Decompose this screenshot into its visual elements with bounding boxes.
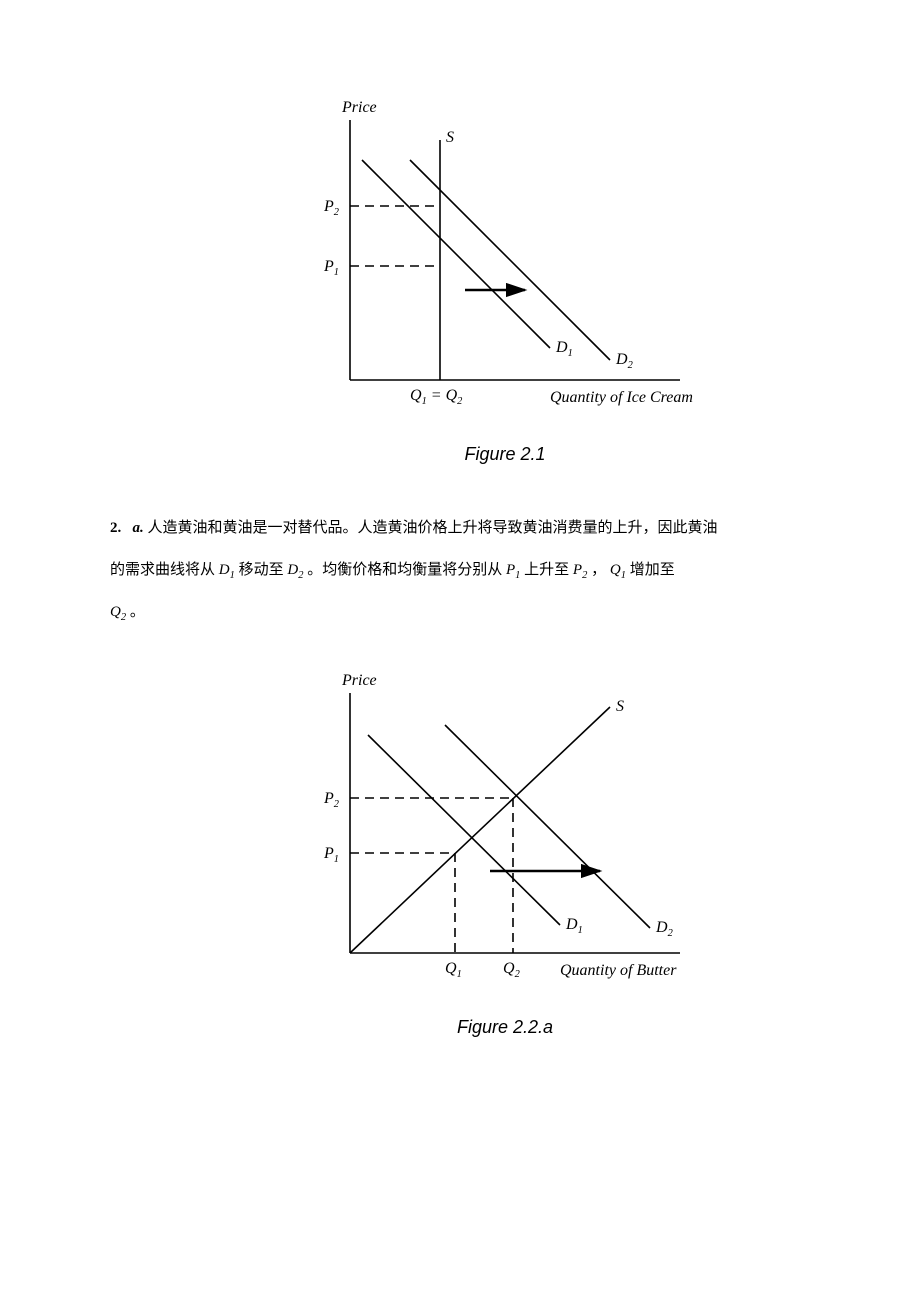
svg-text:D1: D1	[565, 916, 583, 936]
svg-text:Quantity of Ice Cream: Quantity of Ice Cream	[550, 389, 693, 406]
svg-text:D2: D2	[615, 351, 633, 371]
svg-text:P2: P2	[323, 198, 339, 218]
var-d1: D1	[219, 562, 235, 578]
figure-2-caption: Figure 2.2.a	[457, 1017, 553, 1038]
text-3: 移动至	[239, 562, 288, 578]
supply-demand-chart-2: Price Quantity of Butter S D1 D2 P2 P1 Q1 Q2	[290, 663, 720, 993]
svg-text:Q2: Q2	[503, 960, 520, 980]
var-d2: D2	[287, 562, 303, 578]
svg-text:S: S	[616, 698, 624, 715]
svg-text:Q1 = Q2: Q1 = Q2	[410, 387, 462, 407]
figure-1-caption: Figure 2.1	[464, 444, 545, 465]
text-4: 。均衡价格和均衡量将分别从	[307, 562, 506, 578]
svg-text:P2: P2	[323, 790, 339, 810]
svg-text:S: S	[446, 129, 454, 146]
question-number: 2.	[110, 520, 121, 536]
paragraph-2a: 2. a. 人造黄油和黄油是一对替代品。人造黄油价格上升将导致黄油消费量的上升，…	[110, 507, 810, 633]
text-6: ，	[591, 562, 610, 578]
svg-text:D2: D2	[655, 919, 673, 939]
text-1: 人造黄油和黄油是一对替代品。人造黄油价格上升将导致黄油消费量的上升，因此黄油	[148, 520, 718, 536]
var-q2: Q2	[110, 604, 126, 620]
var-p1: P1	[506, 562, 520, 578]
svg-text:P1: P1	[323, 845, 339, 865]
svg-text:P1: P1	[323, 258, 339, 278]
supply-demand-chart-1: Price Quantity of Ice Cream S D1 D2 P2 P1 Q1 = …	[290, 90, 720, 420]
var-p2: P2	[573, 562, 587, 578]
text-8: 。	[130, 604, 145, 620]
figure-2-1: Price Quantity of Ice Cream S D1 D2 P2 P1 Q1 = …	[200, 90, 810, 465]
svg-text:Q1: Q1	[445, 960, 462, 980]
svg-text:Price: Price	[341, 672, 377, 689]
svg-text:Price: Price	[341, 99, 377, 116]
question-sub: a.	[133, 520, 144, 536]
svg-text:D1: D1	[555, 339, 573, 359]
text-7: 增加至	[630, 562, 675, 578]
text-2: 的需求曲线将从	[110, 562, 219, 578]
text-5: 上升至	[524, 562, 573, 578]
var-q1: Q1	[610, 562, 626, 578]
figure-2-2-a: Price Quantity of Butter S D1 D2 P2 P1 Q1 Q2 Fig…	[200, 663, 810, 1038]
svg-text:Quantity of Butter: Quantity of Butter	[560, 962, 677, 979]
page: Price Quantity of Ice Cream S D1 D2 P2 P1 Q1 = …	[0, 0, 920, 1302]
